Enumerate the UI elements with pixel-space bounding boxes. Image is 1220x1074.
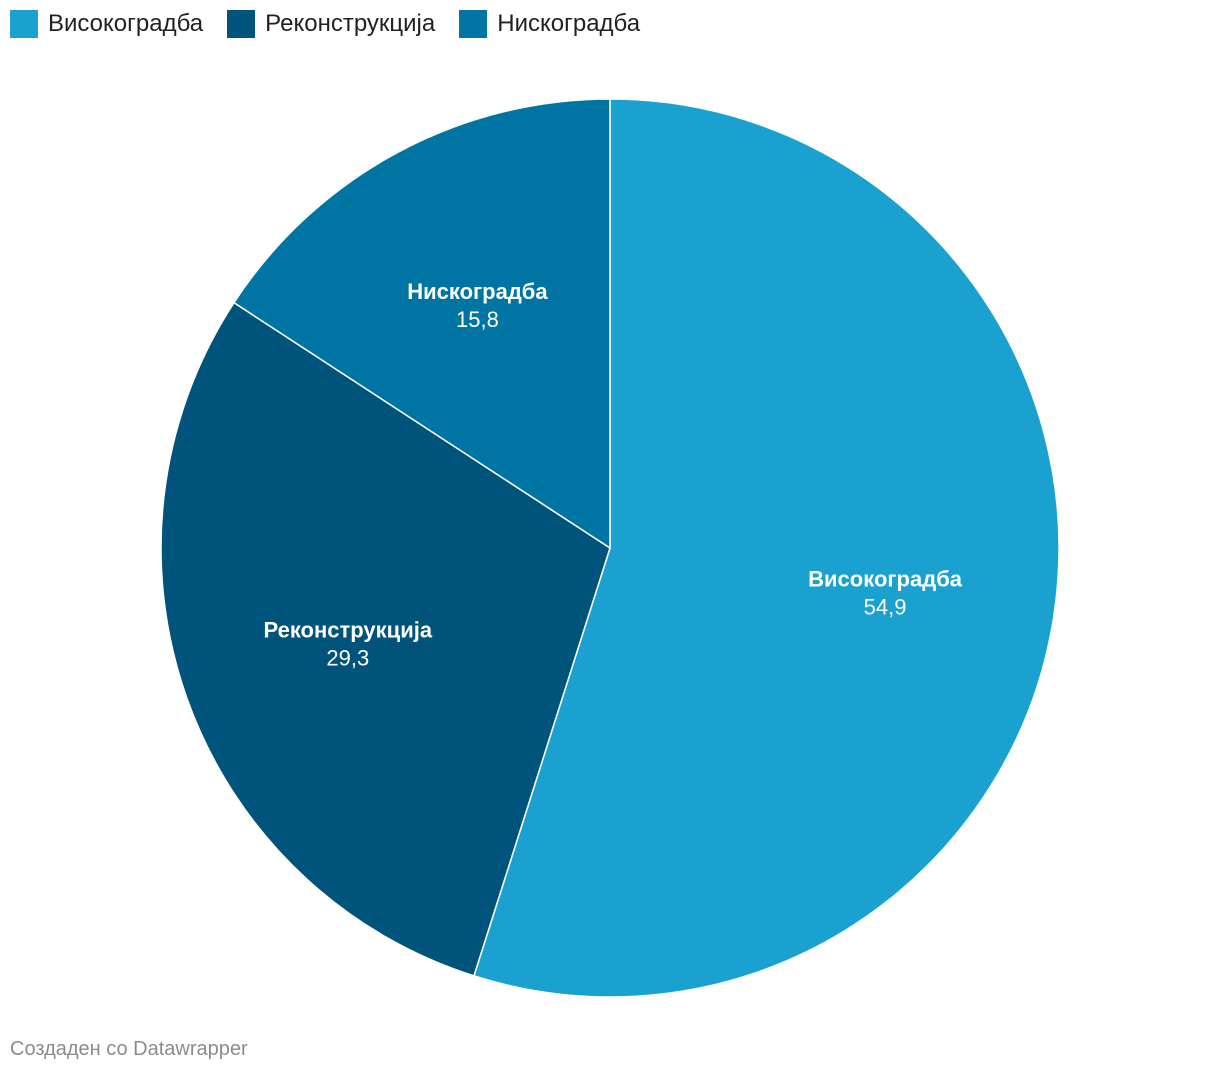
slice-label-value: 54,9 — [864, 595, 907, 620]
legend-item-visokogradba: Високоградба — [10, 10, 203, 38]
slice-label-value: 29,3 — [326, 645, 369, 670]
pie-slice-1 — [160, 301, 611, 977]
pie-labels: Високоградба 54,9 Реконструкција 29,3 Ниског… — [263, 279, 962, 670]
datawrapper-credit: Создаден со Datawrapper — [10, 1038, 248, 1060]
legend-swatch — [10, 10, 38, 38]
chart-legend: Високоградба Реконструкција Нискоградба — [10, 8, 664, 40]
pie-slice-0 — [472, 98, 1060, 998]
slice-label-name: Нискоградба — [407, 279, 548, 304]
slice-label-name: Високоградба — [808, 567, 963, 592]
pie-slices — [160, 98, 1060, 998]
slice-label-name: Реконструкција — [263, 617, 432, 642]
pie-chart: Високоградба 54,9 Реконструкција 29,3 Ниског… — [160, 98, 1060, 998]
legend-label: Нискоградба — [497, 10, 641, 37]
legend-swatch — [459, 10, 488, 38]
legend-label: Реконструкција — [265, 10, 436, 37]
legend-item-rekonstrukcija: Реконструкција — [227, 10, 435, 38]
slice-label-value: 15,8 — [456, 307, 499, 332]
pie-slice-2 — [232, 98, 611, 550]
legend-swatch — [227, 10, 256, 38]
legend-label: Високоградба — [48, 10, 204, 37]
legend-item-niskogradba: Нискоградба — [459, 10, 640, 38]
